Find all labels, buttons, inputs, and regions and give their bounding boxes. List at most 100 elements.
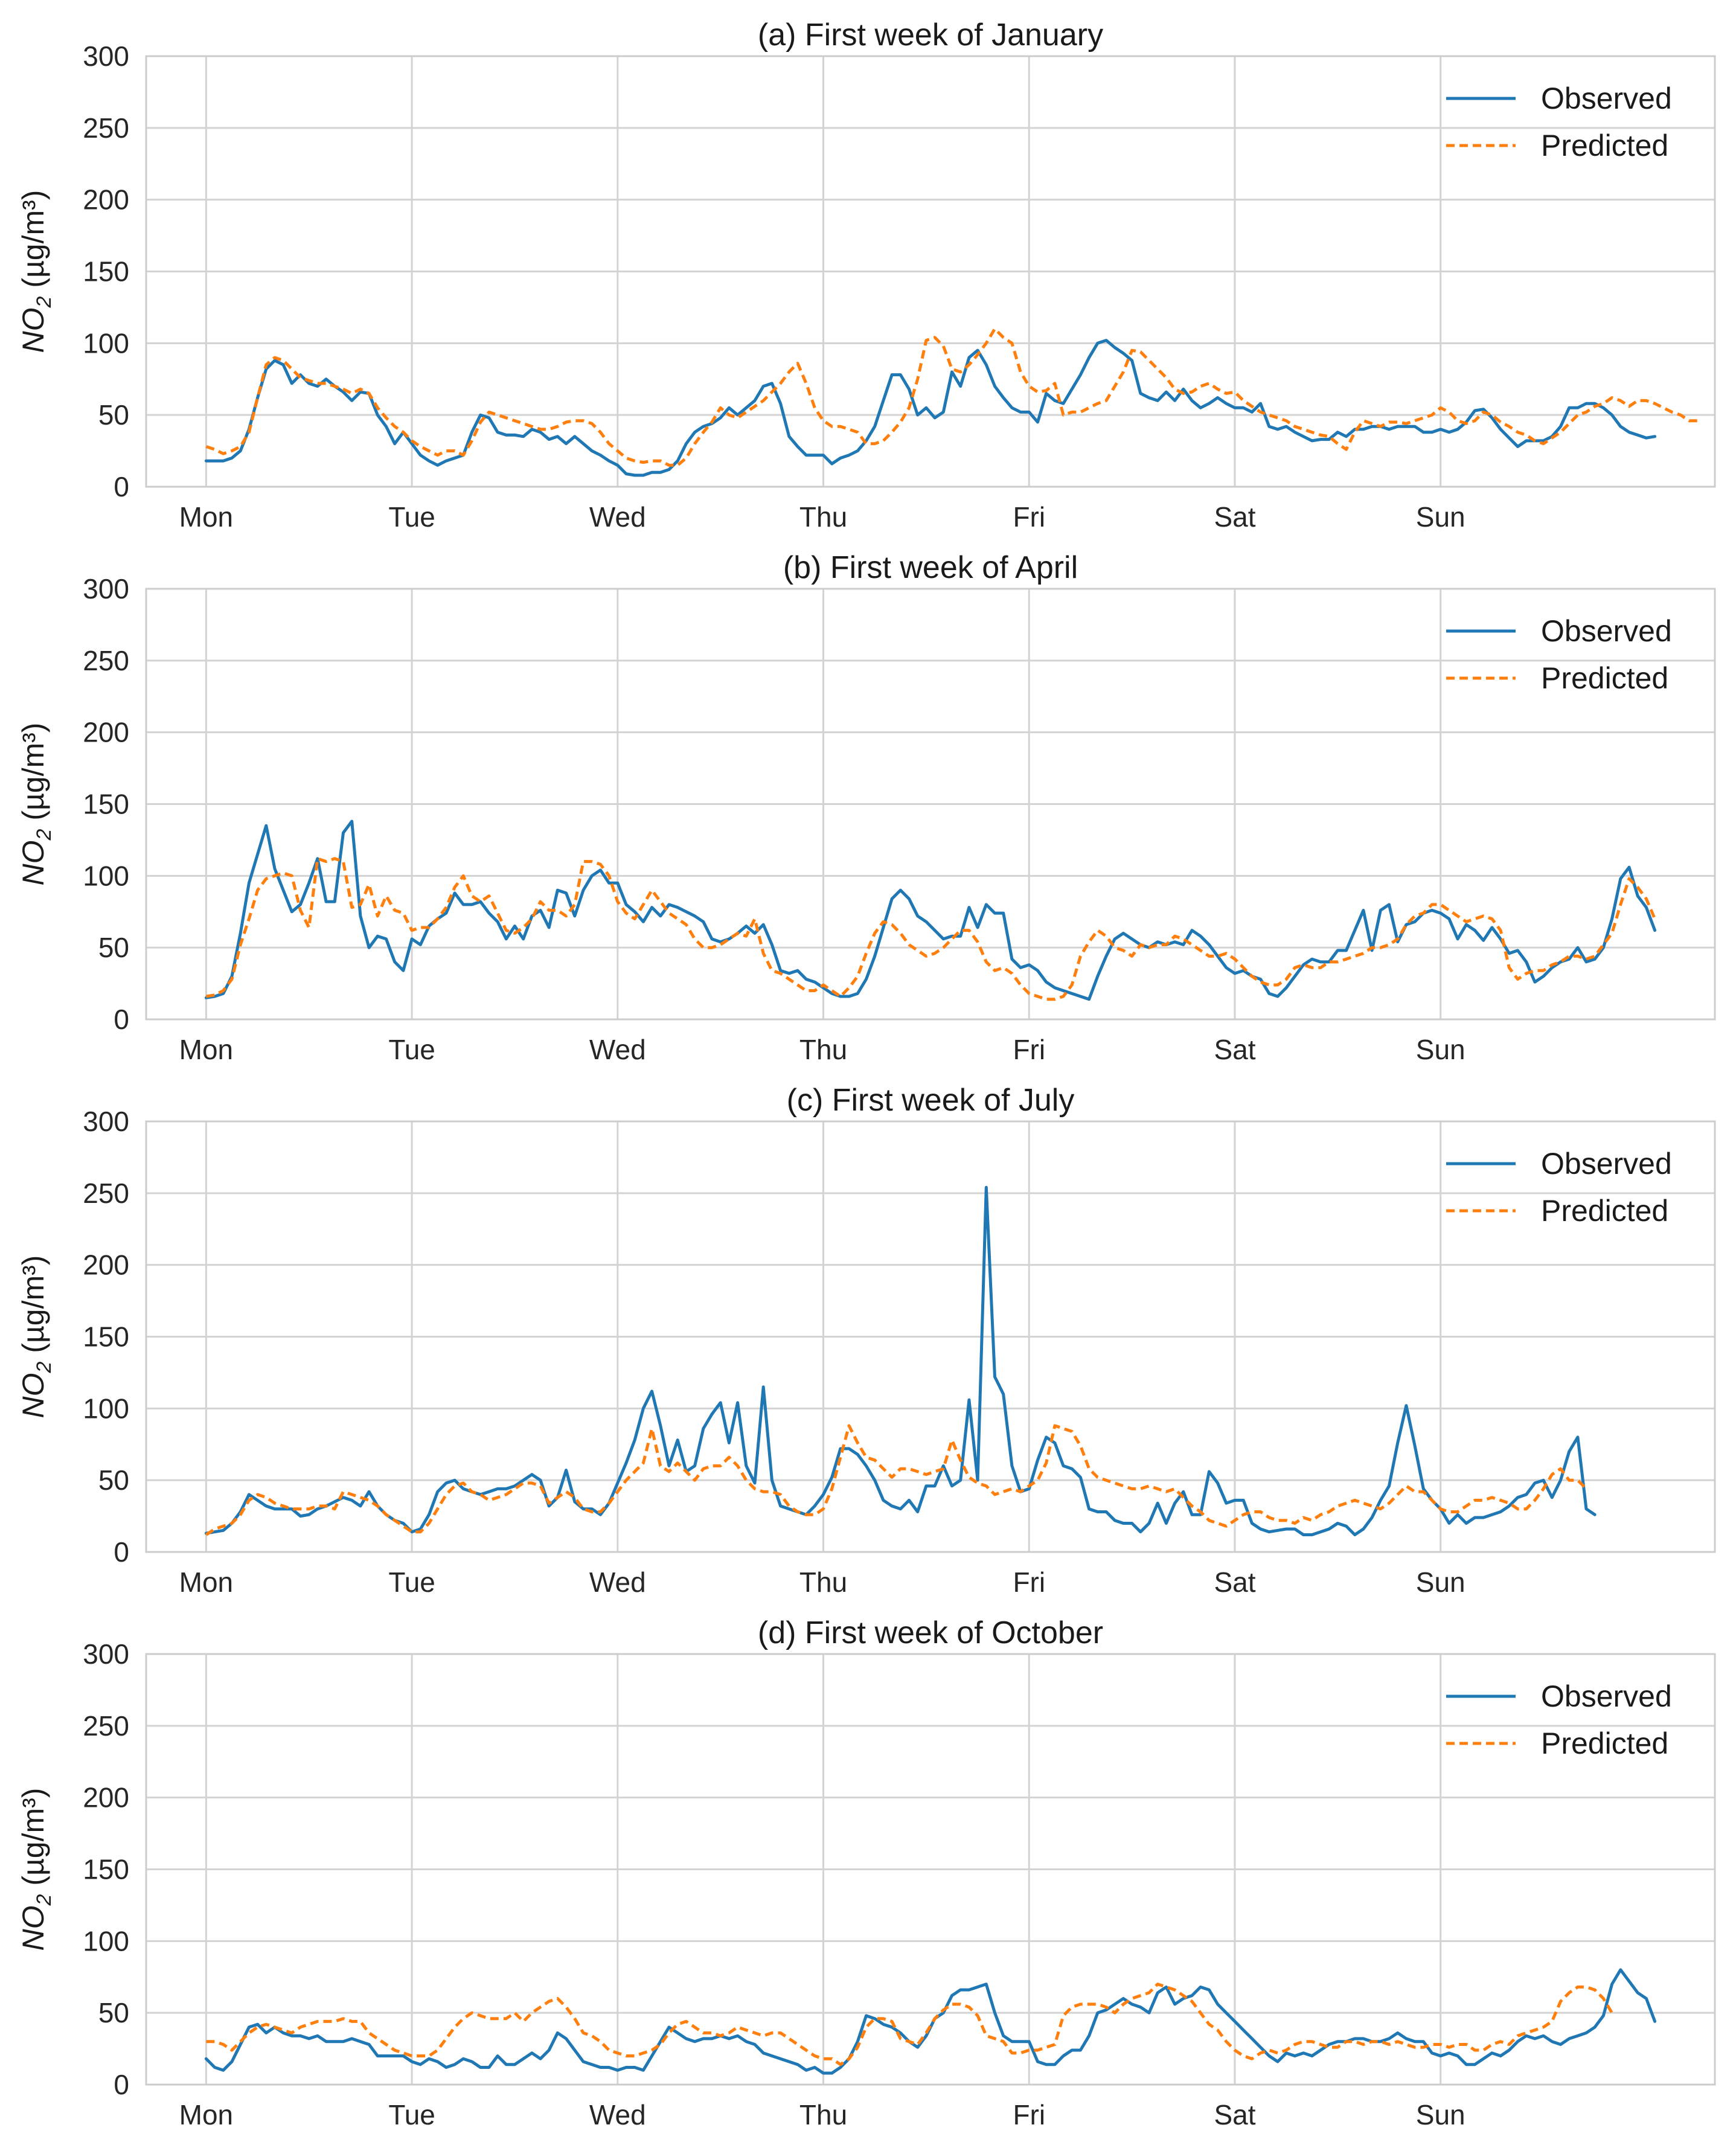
y-axis-label-main: NO — [16, 840, 50, 885]
y-tick-label: 150 — [83, 1854, 129, 1885]
y-tick-label: 0 — [114, 1536, 129, 1568]
chart-title: (d) First week of October — [758, 1615, 1103, 1650]
y-tick-label: 200 — [83, 717, 129, 748]
chart-panel-1: 0 50 100 150 200 250 300 Mon Tue Wed Thu Fri Sat Sun (… — [16, 18, 1716, 533]
x-tick-label: Sun — [1416, 501, 1465, 533]
x-tick-label: Thu — [799, 2099, 847, 2130]
x-tick-label: Wed — [589, 1034, 646, 1065]
y-axis-label-subscript: 2 — [33, 1361, 56, 1373]
y-tick-label: 200 — [83, 184, 129, 216]
legend-label-predicted: Predicted — [1541, 129, 1668, 162]
x-tick-label: Fri — [1013, 1034, 1045, 1065]
y-axis-label-main: NO — [16, 1905, 50, 1951]
y-tick-label: 150 — [83, 1321, 129, 1353]
plot-frame — [145, 1120, 1716, 1553]
x-tick-label: Tue — [388, 1566, 435, 1598]
x-tick-label: Fri — [1013, 2099, 1045, 2130]
y-axis-label-subscript: 2 — [33, 829, 56, 841]
legend-label-predicted: Predicted — [1541, 1194, 1668, 1228]
y-axis-label-subscript: 2 — [33, 296, 56, 308]
legend-label-observed: Observed — [1541, 1147, 1672, 1181]
y-axis-label: NO2 (µg/m³) — [16, 1255, 56, 1419]
x-tick-label: Sat — [1214, 1034, 1255, 1065]
y-tick-label: 150 — [83, 789, 129, 820]
series-line-observed — [204, 1185, 1597, 1536]
y-tick-label: 0 — [114, 2069, 129, 2100]
chart-panel-3: 0 50 100 150 200 250 300 Mon Tue Wed Thu Fri Sat Sun (… — [16, 1083, 1716, 1598]
y-tick-label: 50 — [98, 399, 129, 431]
y-tick-label: 100 — [83, 1393, 129, 1424]
x-tick-label: Sun — [1416, 2099, 1465, 2130]
plot-frame — [145, 588, 1716, 1021]
x-tick-label: Fri — [1013, 501, 1045, 533]
legend-label-observed: Observed — [1541, 1679, 1672, 1713]
y-axis-label-unit: (µg/m³) — [16, 723, 50, 829]
x-tick-label: Thu — [799, 1566, 847, 1598]
x-tick-label: Mon — [179, 501, 233, 533]
y-tick-label: 250 — [83, 1710, 129, 1742]
x-tick-label: Wed — [589, 501, 646, 533]
legend-label-observed: Observed — [1541, 614, 1672, 648]
legend-label-predicted: Predicted — [1541, 661, 1668, 695]
y-tick-label: 0 — [114, 1004, 129, 1035]
plot-frame — [145, 55, 1716, 488]
y-tick-label: 50 — [98, 932, 129, 963]
y-tick-label: 200 — [83, 1782, 129, 1813]
y-axis-label: NO2 (µg/m³) — [16, 723, 56, 886]
y-axis-label-unit: (µg/m³) — [16, 190, 50, 297]
x-tick-label: Sat — [1214, 2099, 1255, 2130]
y-axis-label-main: NO — [16, 1373, 50, 1418]
series-line-predicted — [205, 1424, 1587, 1536]
y-tick-label: 250 — [83, 1178, 129, 1209]
y-axis-label-subscript: 2 — [33, 1894, 56, 1906]
x-tick-label: Sun — [1416, 1566, 1465, 1598]
chart-title: (b) First week of April — [783, 550, 1078, 585]
y-tick-label: 250 — [83, 645, 129, 676]
y-tick-label: 300 — [83, 1638, 129, 1670]
x-tick-label: Thu — [799, 1034, 847, 1065]
y-axis-label: NO2 (µg/m³) — [16, 190, 56, 353]
x-tick-label: Wed — [589, 2099, 646, 2130]
series-line-observed — [204, 819, 1657, 1001]
y-tick-label: 250 — [83, 112, 129, 144]
x-tick-label: Mon — [179, 1566, 233, 1598]
y-tick-label: 300 — [83, 40, 129, 72]
y-axis-label-main: NO — [16, 307, 50, 353]
series-line-predicted — [206, 1983, 1613, 2066]
series-line-predicted — [205, 327, 1698, 467]
x-tick-label: Sat — [1214, 1566, 1255, 1598]
x-tick-label: Mon — [179, 2099, 233, 2130]
x-tick-label: Sun — [1416, 1034, 1465, 1065]
y-tick-label: 100 — [83, 327, 129, 359]
x-tick-label: Fri — [1013, 1566, 1045, 1598]
x-tick-label: Tue — [388, 2099, 435, 2130]
y-tick-label: 300 — [83, 1106, 129, 1137]
y-axis-label-unit: (µg/m³) — [16, 1255, 50, 1362]
plot-frame — [145, 1653, 1716, 2086]
x-tick-label: Mon — [179, 1034, 233, 1065]
series-line-predicted — [205, 857, 1656, 1001]
chart-panel-2: 0 50 100 150 200 250 300 Mon Tue Wed Thu Fri Sat Sun (… — [16, 550, 1716, 1065]
x-tick-label: Sat — [1214, 501, 1255, 533]
x-tick-label: Wed — [589, 1566, 646, 1598]
x-tick-label: Tue — [388, 1034, 435, 1065]
y-axis-label-unit: (µg/m³) — [16, 1788, 50, 1894]
y-tick-label: 100 — [83, 860, 129, 891]
x-tick-label: Thu — [799, 501, 847, 533]
y-tick-label: 100 — [83, 1925, 129, 1957]
y-tick-label: 150 — [83, 256, 129, 287]
chart-title: (c) First week of July — [787, 1083, 1075, 1118]
y-tick-label: 0 — [114, 471, 129, 502]
y-tick-label: 300 — [83, 573, 129, 604]
series-line-observed — [204, 339, 1657, 477]
x-tick-label: Tue — [388, 501, 435, 533]
y-tick-label: 50 — [98, 1997, 129, 2028]
y-tick-label: 200 — [83, 1249, 129, 1281]
series-line-observed — [204, 1968, 1657, 2075]
chart-title: (a) First week of January — [758, 18, 1103, 53]
chart-panel-4: 0 50 100 150 200 250 300 Mon Tue Wed Thu Fri Sat Sun (… — [16, 1615, 1716, 2130]
y-axis-label: NO2 (µg/m³) — [16, 1788, 56, 1951]
legend-label-predicted: Predicted — [1541, 1726, 1668, 1760]
y-tick-label: 50 — [98, 1464, 129, 1496]
